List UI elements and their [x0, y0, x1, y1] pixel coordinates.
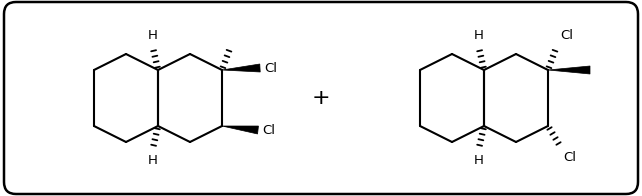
- Text: Cl: Cl: [262, 123, 275, 136]
- Text: H: H: [474, 154, 484, 167]
- Polygon shape: [548, 66, 590, 74]
- Text: H: H: [148, 154, 158, 167]
- Polygon shape: [222, 64, 260, 72]
- Text: H: H: [474, 29, 484, 42]
- Polygon shape: [222, 126, 259, 134]
- FancyBboxPatch shape: [4, 2, 638, 194]
- Text: +: +: [311, 88, 331, 108]
- Text: Cl: Cl: [264, 62, 277, 74]
- Text: Cl: Cl: [560, 29, 573, 42]
- Text: Cl: Cl: [563, 151, 576, 164]
- Text: H: H: [148, 29, 158, 42]
